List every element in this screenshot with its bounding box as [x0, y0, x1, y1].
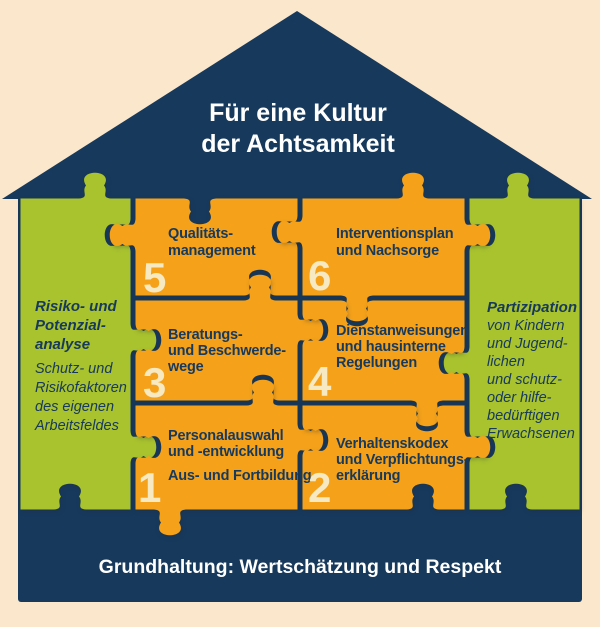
piece-6-text: 6 Interventionsplan und Nachsorge	[308, 226, 454, 299]
title-line-1: Für eine Kultur	[209, 99, 387, 127]
right-wall-body-line: Erwachsenen	[487, 426, 575, 442]
puzzle-piece-2	[302, 405, 491, 510]
piece-4-text: 4 Dienstanweisungen und hausinterne Rege…	[308, 323, 469, 405]
piece-5-text: 5 Qualitäts- management	[143, 226, 256, 301]
foundation-label: Grundhaltung: Wertschätzung und Respekt	[99, 556, 502, 578]
piece-3-label-line: und Beschwerde-	[168, 343, 286, 359]
piece-1-text: 1 Personalauswahl und -entwicklung Aus- …	[138, 428, 312, 511]
left-wall-heading-line: Risiko- und	[35, 298, 118, 315]
piece-2-label-line: Verhaltenskodex	[336, 436, 448, 452]
left-wall-body-line: Risikofaktoren	[35, 380, 127, 396]
right-wall-body-line: oder hilfe-	[487, 390, 552, 406]
piece-6-label-line: und Nachsorge	[336, 243, 439, 259]
puzzle-piece-1	[135, 379, 324, 536]
left-wall-piece	[20, 172, 157, 510]
right-wall-body-line: und Jugend-	[487, 336, 568, 352]
piece-1-number: 1	[138, 464, 161, 511]
roof-title: Für eine Kultur der Achtsamkeit	[201, 99, 395, 158]
piece-3-number: 3	[143, 359, 166, 406]
piece-2-label-line: erklärung	[336, 468, 400, 484]
piece-4-label-line: Regelungen	[336, 355, 417, 371]
piece-5-label-line: Qualitäts-	[168, 226, 233, 242]
right-wall-text: Partizipation von Kindern und Jugend- li…	[487, 299, 577, 442]
piece-3-label-line: wege	[167, 359, 204, 375]
puzzle-piece-6	[276, 172, 491, 322]
right-wall-body-line: lichen	[487, 354, 525, 370]
piece-6-number: 6	[308, 252, 331, 299]
left-wall-heading-line: Potenzial-	[35, 317, 106, 334]
piece-5-label-line: management	[168, 243, 256, 259]
left-wall-body-line: Arbeitsfeldes	[34, 418, 119, 434]
piece-6-label-line: Interventionsplan	[336, 226, 453, 242]
piece-1-label-line: Aus- und Fortbildung	[168, 468, 311, 484]
title-line-2: der Achtsamkeit	[201, 130, 395, 158]
puzzle-piece-3	[135, 274, 324, 401]
left-wall-body-line: Schutz- und	[35, 361, 113, 377]
right-wall-body-line: und schutz-	[487, 372, 562, 388]
piece-3-text: 3 Beratungs- und Beschwerde- wege	[143, 327, 286, 406]
left-wall-text: Risiko- und Potenzial- analyse Schutz- u…	[34, 298, 127, 434]
piece-1-label-line: Personalauswahl	[168, 428, 283, 444]
right-wall-body-line: von Kindern	[487, 318, 564, 334]
piece-4-label-line: Dienstanweisungen	[336, 323, 469, 339]
piece-4-label-line: und hausinterne	[336, 339, 446, 355]
right-wall-heading-line: Partizipation	[487, 299, 577, 316]
puzzle-piece-4	[302, 300, 465, 427]
piece-5-number: 5	[143, 254, 166, 301]
roof-shape	[2, 11, 592, 199]
right-wall-piece	[443, 172, 580, 510]
piece-2-label-line: und Verpflichtungs-	[336, 452, 469, 468]
left-wall-body-line: des eigenen	[35, 399, 114, 415]
piece-4-number: 4	[308, 358, 332, 405]
piece-2-number: 2	[308, 464, 331, 511]
puzzle-piece-5	[109, 198, 298, 296]
piece-2-text: 2 Verhaltenskodex und Verpflichtungs- er…	[308, 436, 469, 511]
piece-1-label-line: und -entwicklung	[168, 444, 284, 460]
left-wall-heading-line: analyse	[35, 336, 90, 353]
right-wall-body-line: bedürftigen	[487, 408, 560, 424]
piece-3-label-line: Beratungs-	[168, 327, 243, 343]
